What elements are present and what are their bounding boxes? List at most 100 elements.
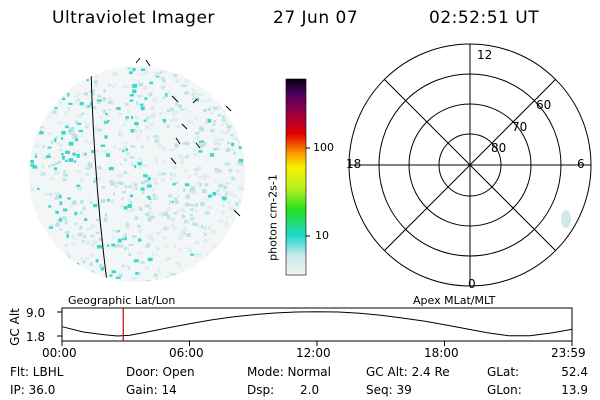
image-pixel [207,119,212,123]
image-pixel [162,159,165,163]
image-pixel [163,69,166,74]
image-pixel [108,166,114,171]
image-pixel [138,83,144,87]
image-pixel [134,216,139,220]
image-pixel [55,171,60,174]
image-pixel [167,257,172,260]
status-door: Door: Open [126,365,195,379]
image-pixel [178,104,182,109]
image-pixel [217,114,221,117]
image-pixel [73,134,78,139]
image-pixel [226,216,229,220]
image-pixel [131,163,134,166]
image-pixel [231,142,235,147]
image-pixel [77,187,83,191]
image-pixel [77,234,82,237]
image-pixel [74,238,78,242]
image-pixel [91,150,94,154]
image-pixel [192,216,196,221]
image-pixel [65,125,69,129]
image-pixel [71,201,77,205]
image-pixel [73,169,77,172]
image-pixel [146,135,150,140]
image-pixel [195,116,198,120]
image-pixel [40,126,44,129]
image-pixel [179,157,183,160]
image-pixel [230,192,235,196]
polar-plot [348,43,592,287]
image-pixel [175,102,178,106]
image-pixel [162,118,166,123]
image-pixel [162,146,167,151]
image-pixel [87,162,92,167]
polar-lat-70: 70 [512,120,528,134]
image-pixel [126,85,129,89]
image-pixel [138,157,143,161]
image-pixel [225,193,228,197]
image-pixel [115,276,121,279]
image-pixel [55,210,59,214]
image-pixel [212,106,218,110]
image-pixel [97,245,102,249]
image-pixel [213,229,216,234]
image-pixel [153,135,158,138]
image-pixel [194,131,200,135]
image-pixel [173,197,178,200]
image-pixel [166,109,171,113]
image-pixel [77,232,83,236]
image-pixel [107,84,111,87]
image-pixel [171,223,175,228]
image-pixel [225,122,229,126]
status-glat-label: GLat: [487,365,520,379]
image-pixel [167,123,171,127]
image-pixel [94,149,99,153]
image-pixel [112,229,115,233]
image-pixel [111,270,117,274]
image-pixel [35,155,38,158]
image-pixel [138,229,142,234]
image-pixel [107,244,110,248]
image-pixel [123,247,128,250]
image-pixel [213,137,218,142]
image-pixel [38,131,44,135]
image-pixel [184,226,187,229]
image-pixel [100,266,104,271]
image-pixel [135,115,140,120]
image-pixel [213,180,218,183]
image-pixel [158,212,163,217]
image-pixel [139,165,142,170]
image-pixel [184,79,189,83]
image-pixel [155,277,159,281]
polar-label-6: 6 [577,157,585,171]
image-pixel [156,253,159,257]
terminator-line [90,69,108,282]
image-pixel [169,172,173,176]
image-pixel [169,148,175,152]
image-pixel [164,226,167,231]
image-pixel [61,131,66,135]
image-pixel [126,265,129,268]
image-pixel [113,192,116,196]
image-pixel [140,106,145,111]
image-pixel [169,107,174,112]
image-pixel [184,107,188,111]
image-pixel [221,211,225,215]
image-pixel [188,110,191,115]
image-pixel [129,208,135,212]
image-pixel [127,109,130,114]
image-pixel [195,209,198,214]
image-pixel [234,194,237,199]
image-pixel [192,88,195,91]
colorbar-tick-10: 10 [315,229,329,242]
image-pixel [227,200,231,204]
image-pixel [73,160,77,163]
status-dsp-value: 2.0 [300,383,320,397]
image-pixel [215,169,221,173]
dayglow-markers [135,57,241,217]
image-pixel [172,166,177,169]
image-pixel [189,188,195,193]
image-pixel [182,209,185,213]
image-pixel [59,144,63,147]
image-pixel [159,76,163,80]
